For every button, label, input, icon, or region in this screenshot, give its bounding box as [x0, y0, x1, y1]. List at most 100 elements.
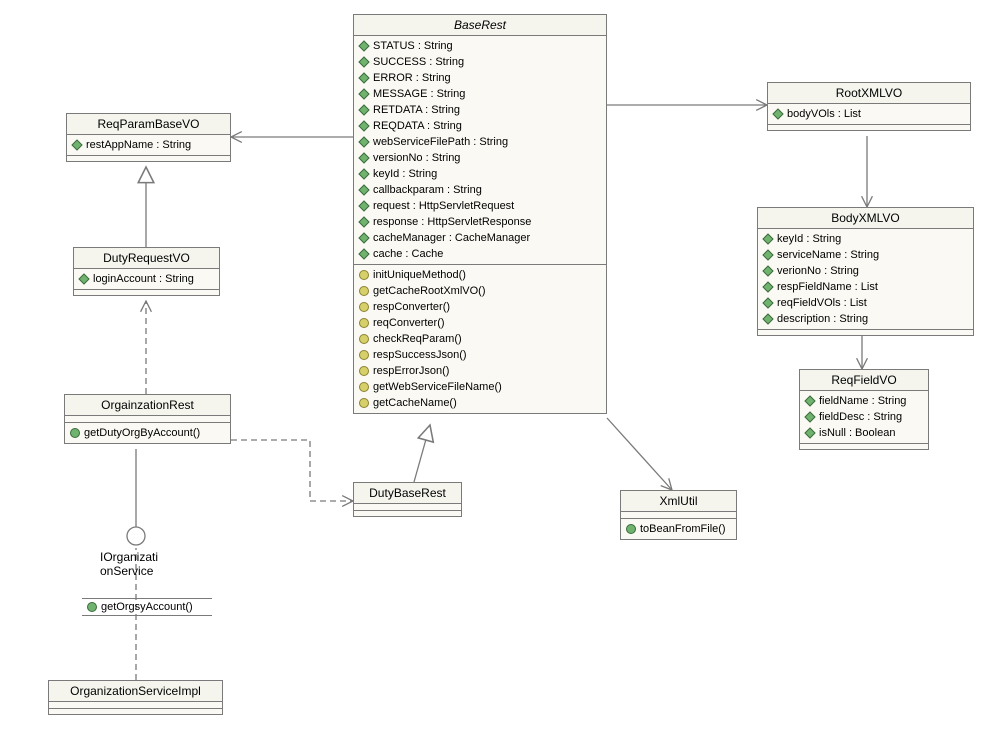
method-icon [86, 601, 98, 613]
method-text: toBeanFromFile() [640, 521, 726, 537]
attr-row: isNull : Boolean [804, 425, 924, 441]
attr-row: versionNo : String [358, 150, 602, 166]
attr-row: cacheManager : CacheManager [358, 230, 602, 246]
attr-row: ERROR : String [358, 70, 602, 86]
attr-row: fieldName : String [804, 393, 924, 409]
attr-text: cache : Cache [373, 246, 443, 262]
attr-text: description : String [777, 311, 868, 327]
method-row: initUniqueMethod() [358, 267, 602, 283]
attr-icon [358, 232, 370, 244]
attr-icon [358, 184, 370, 196]
methods-section [768, 124, 970, 130]
iface-method-text: getOrgsyAccount() [101, 601, 193, 613]
method-row: respConverter() [358, 299, 602, 315]
class-title: OrganizationServiceImpl [49, 681, 222, 702]
iorganization-service-method: getOrgsyAccount() [82, 598, 212, 616]
attr-row: RETDATA : String [358, 102, 602, 118]
attr-row: bodyVOls : List [772, 106, 966, 122]
methods-section [354, 510, 461, 516]
attr-row: keyId : String [358, 166, 602, 182]
attr-row: STATUS : String [358, 38, 602, 54]
attr-icon [358, 120, 370, 132]
class-title: DutyRequestVO [74, 248, 219, 269]
attr-text: reqFieldVOls : List [777, 295, 867, 311]
attr-row: MESSAGE : String [358, 86, 602, 102]
attr-text: respFieldName : List [777, 279, 878, 295]
method-row: respErrorJson() [358, 363, 602, 379]
method-text: respErrorJson() [373, 363, 449, 379]
attr-row: keyId : String [762, 231, 969, 247]
attrs-section: bodyVOls : List [768, 104, 970, 124]
method-text: getCacheName() [373, 395, 457, 411]
attr-icon [358, 152, 370, 164]
attr-row: description : String [762, 311, 969, 327]
class-RootXMLVO: RootXMLVObodyVOls : List [767, 82, 971, 131]
attr-icon [358, 88, 370, 100]
attr-text: verionNo : String [777, 263, 859, 279]
attr-text: fieldDesc : String [819, 409, 902, 425]
class-BodyXMLVO: BodyXMLVOkeyId : StringserviceName : Str… [757, 207, 974, 336]
attr-row: loginAccount : String [78, 271, 215, 287]
attr-icon [762, 297, 774, 309]
attr-icon [762, 249, 774, 261]
attr-icon [804, 427, 816, 439]
attrs-section: keyId : StringserviceName : Stringverion… [758, 229, 973, 329]
method-row: getDutyOrgByAccount() [69, 425, 226, 441]
attr-text: RETDATA : String [373, 102, 460, 118]
class-title: ReqFieldVO [800, 370, 928, 391]
method-text: getDutyOrgByAccount() [84, 425, 200, 441]
method-text: getWebServiceFileName() [373, 379, 502, 395]
class-BaseRest: BaseRestSTATUS : StringSUCCESS : StringE… [353, 14, 607, 414]
methods-section [800, 443, 928, 449]
methods-section: toBeanFromFile() [621, 518, 736, 539]
attr-text: cacheManager : CacheManager [373, 230, 530, 246]
attr-icon [71, 139, 83, 151]
attr-text: bodyVOls : List [787, 106, 861, 122]
method-row: toBeanFromFile() [625, 521, 732, 537]
attr-icon [762, 233, 774, 245]
attr-text: ERROR : String [373, 70, 451, 86]
attr-text: keyId : String [777, 231, 841, 247]
class-title: OrgainzationRest [65, 395, 230, 416]
attr-row: callbackparam : String [358, 182, 602, 198]
attr-row: cache : Cache [358, 246, 602, 262]
class-ReqFieldVO: ReqFieldVOfieldName : StringfieldDesc : … [799, 369, 929, 450]
class-DutyBaseRest: DutyBaseRest [353, 482, 462, 517]
attrs-section: fieldName : StringfieldDesc : StringisNu… [800, 391, 928, 443]
attr-text: versionNo : String [373, 150, 460, 166]
attr-icon [358, 72, 370, 84]
attr-icon [762, 313, 774, 325]
method-icon [358, 381, 370, 393]
method-row: getCacheRootXmlVO() [358, 283, 602, 299]
attrs-section: STATUS : StringSUCCESS : StringERROR : S… [354, 36, 606, 264]
attr-icon [358, 248, 370, 260]
method-text: respSuccessJson() [373, 347, 467, 363]
attr-text: loginAccount : String [93, 271, 194, 287]
attr-text: webServiceFilePath : String [373, 134, 508, 150]
class-title: BodyXMLVO [758, 208, 973, 229]
methods-section [74, 289, 219, 295]
attr-text: SUCCESS : String [373, 54, 464, 70]
attr-text: keyId : String [373, 166, 437, 182]
class-title: BaseRest [354, 15, 606, 36]
method-text: respConverter() [373, 299, 450, 315]
attr-text: restAppName : String [86, 137, 191, 153]
methods-section [49, 708, 222, 714]
methods-section [67, 155, 230, 161]
method-row: getCacheName() [358, 395, 602, 411]
attr-text: REQDATA : String [373, 118, 462, 134]
attrs-section: loginAccount : String [74, 269, 219, 289]
attr-row: response : HttpServletResponse [358, 214, 602, 230]
attr-text: request : HttpServletRequest [373, 198, 514, 214]
attr-text: callbackparam : String [373, 182, 482, 198]
attr-icon [762, 265, 774, 277]
methods-section: initUniqueMethod()getCacheRootXmlVO()res… [354, 264, 606, 413]
method-icon [69, 427, 81, 439]
attr-row: serviceName : String [762, 247, 969, 263]
method-text: checkReqParam() [373, 331, 462, 347]
attr-icon [358, 136, 370, 148]
method-text: getCacheRootXmlVO() [373, 283, 486, 299]
attr-icon [358, 104, 370, 116]
method-text: reqConverter() [373, 315, 445, 331]
method-icon [358, 285, 370, 297]
